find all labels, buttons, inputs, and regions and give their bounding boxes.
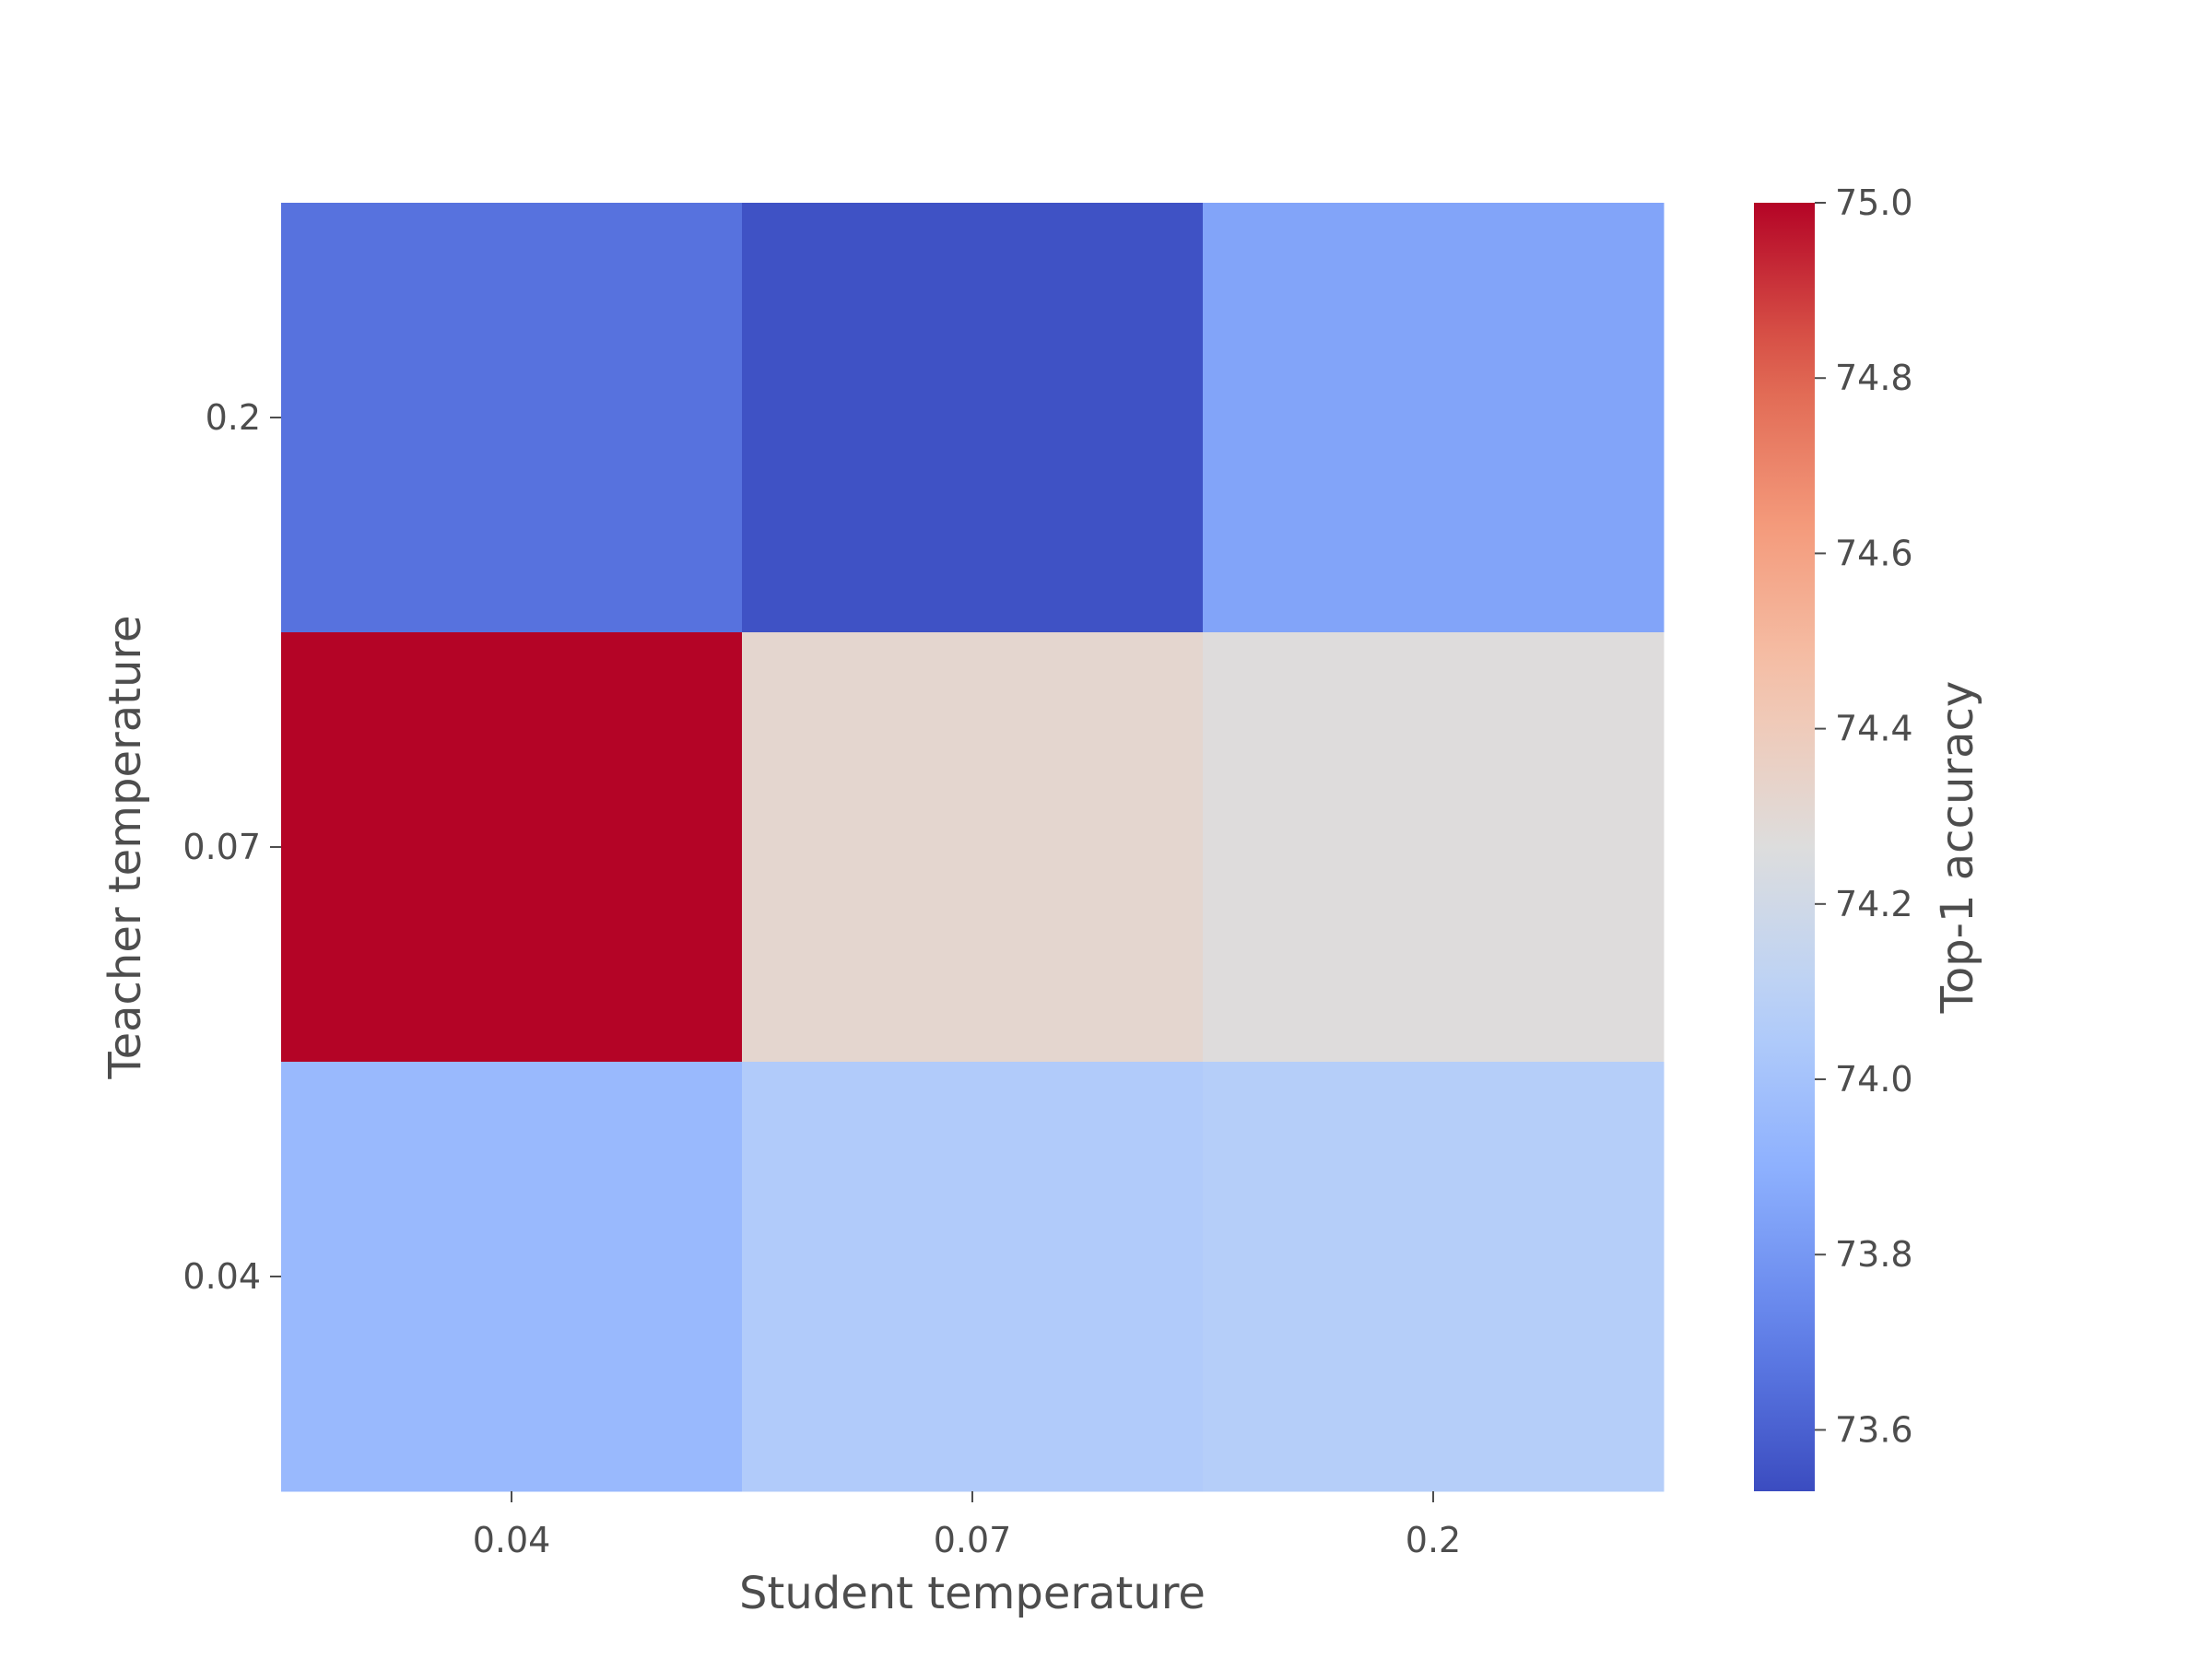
heatmap-cell (742, 632, 1204, 1063)
colorbar-tick-label: 74.6 (1835, 533, 1913, 573)
colorbar-tick-label: 73.6 (1835, 1409, 1913, 1450)
x-tick-label: 0.07 (934, 1520, 1012, 1560)
heatmap-cells (281, 203, 1665, 1492)
y-axis-ticks: 0.2 0.07 0.04 (182, 397, 281, 1297)
y-tick-label: 0.04 (182, 1256, 261, 1297)
colorbar-label: Top-1 accuracy (1932, 681, 1983, 1015)
x-tick-label: 0.04 (473, 1520, 551, 1560)
x-tick-label: 0.2 (1406, 1520, 1461, 1560)
colorbar-tick-label: 73.8 (1835, 1234, 1913, 1275)
y-tick-label: 0.07 (182, 827, 261, 867)
heatmap-cell (742, 203, 1204, 633)
heatmap-cell (281, 203, 743, 633)
colorbar-tick-label: 74.8 (1835, 358, 1913, 398)
y-tick-label: 0.2 (206, 397, 261, 438)
heatmap-cell (281, 1062, 743, 1492)
x-axis-ticks: 0.04 0.07 0.2 (473, 1491, 1461, 1560)
heatmap-cell (742, 1062, 1204, 1492)
x-axis-label: Student temperature (739, 1568, 1206, 1619)
colorbar (1754, 203, 1815, 1491)
colorbar-tick-label: 74.4 (1835, 709, 1913, 749)
colorbar-ticks: 73.6 73.8 74.0 74.2 74.4 74.6 74.8 75.0 (1815, 182, 1913, 1450)
y-axis-label: Teacher temperature (100, 615, 151, 1079)
heatmap-cell (1203, 203, 1665, 633)
colorbar-tick-label: 74.0 (1835, 1059, 1913, 1100)
heatmap-cell (1203, 1062, 1665, 1492)
heatmap-cell (281, 632, 743, 1063)
heatmap-cell (1203, 632, 1665, 1063)
colorbar-tick-label: 75.0 (1835, 182, 1913, 223)
colorbar-tick-label: 74.2 (1835, 884, 1913, 924)
